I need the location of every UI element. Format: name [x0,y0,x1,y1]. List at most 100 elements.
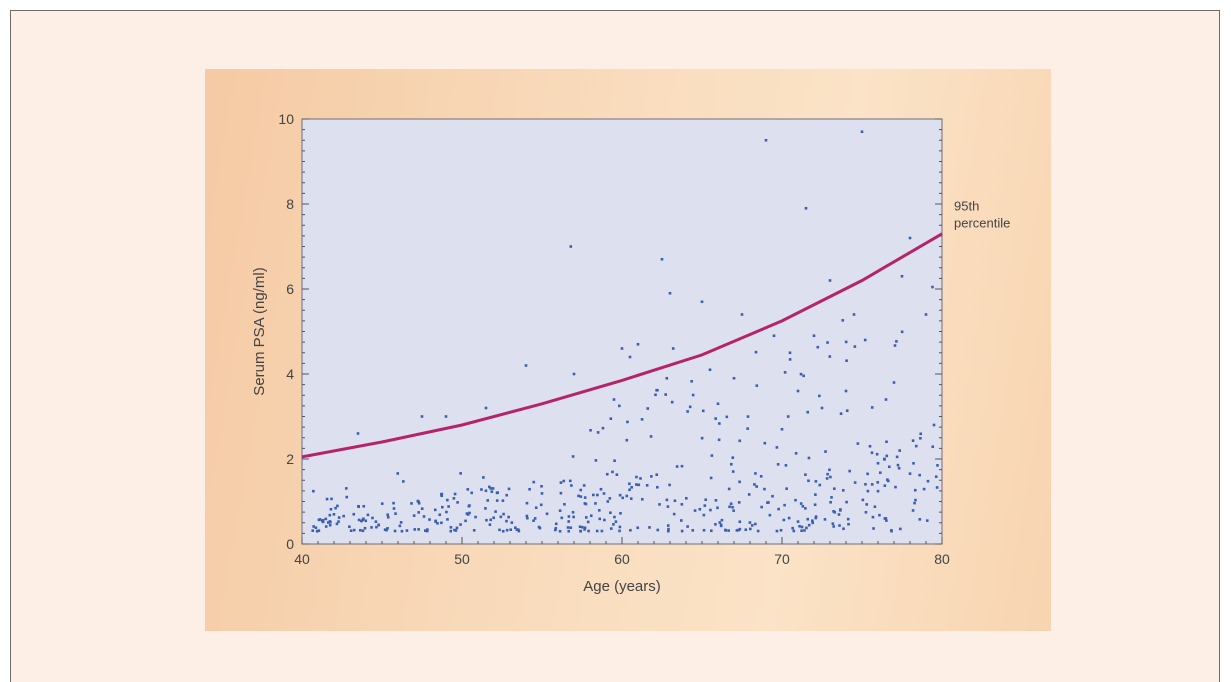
data-point [788,358,792,361]
data-point [449,529,453,533]
data-point [572,372,576,376]
y-tick-label: 10 [278,111,294,127]
data-point [417,501,421,505]
data-point [876,481,880,484]
data-point [524,364,528,367]
data-point [718,521,722,524]
data-point [515,528,519,531]
data-point [650,475,653,478]
data-point [636,342,640,346]
data-point [587,529,590,533]
data-point [572,515,575,519]
data-point [748,527,752,531]
data-point [525,514,529,518]
data-point [748,521,752,524]
data-point [768,513,772,517]
data-point [801,504,805,508]
data-point [480,488,483,491]
data-point [729,502,733,506]
data-point [709,476,713,480]
data-point [635,475,638,479]
data-point [856,442,860,445]
data-point [357,518,361,522]
data-point [807,523,811,527]
data-point [729,462,733,466]
data-point [363,526,367,530]
data-point [935,486,939,489]
x-tick-label: 50 [454,551,470,567]
data-point [828,468,831,472]
data-point [767,501,770,504]
data-point [394,512,397,515]
data-point [628,355,632,359]
data-point [609,527,613,530]
data-point [598,517,602,521]
data-point [782,518,786,522]
data-point [499,515,503,519]
data-point [392,507,396,510]
data-point [883,457,886,461]
data-point [750,524,754,527]
data-point [848,469,851,473]
data-point [865,503,869,506]
data-point [714,499,718,502]
data-point [501,499,505,502]
data-point [731,505,734,509]
data-point [540,485,543,488]
data-point [599,487,603,491]
data-point [413,528,417,531]
data-point [615,473,619,476]
data-point [498,528,501,532]
data-point [665,376,669,380]
data-point [420,507,424,510]
data-point [554,527,558,530]
data-point [433,508,437,512]
data-point [629,528,632,532]
data-point [913,501,916,505]
data-point [618,525,622,529]
data-point [754,350,758,354]
data-point [845,359,848,363]
data-point [700,300,704,304]
data-point [764,138,768,142]
data-point [844,340,848,344]
data-point [899,527,902,531]
data-point [640,418,644,421]
data-point [611,470,614,474]
data-point [788,351,792,355]
data-point [760,505,763,509]
data-point [900,274,904,278]
data-point [716,506,719,510]
data-point [329,520,332,524]
data-point [728,505,731,509]
data-point [337,516,341,519]
data-point [686,525,689,528]
data-point [763,441,767,445]
data-point [606,500,610,503]
data-point [569,245,573,248]
data-point [441,505,444,509]
data-point [326,521,330,524]
data-point [825,477,829,480]
data-point [337,520,340,523]
data-point [396,472,400,475]
data-point [876,461,880,465]
data-point [510,521,514,524]
data-point [516,528,520,531]
data-point [445,510,448,514]
data-point [417,511,421,514]
data-point [680,529,684,533]
data-point [846,517,850,521]
data-point [594,459,598,462]
data-point [655,473,659,477]
data-point [554,522,558,526]
data-point [349,529,353,533]
scatter-figure: 0 2 4 6 8 10 40 50 60 70 80 Age (years) Serum PSA … [205,69,1051,631]
data-point [913,488,917,492]
data-point [807,456,811,460]
data-point [385,528,388,532]
data-point [831,522,835,525]
data-point [919,432,923,436]
data-point [668,291,672,295]
axis-ticks [301,118,943,545]
